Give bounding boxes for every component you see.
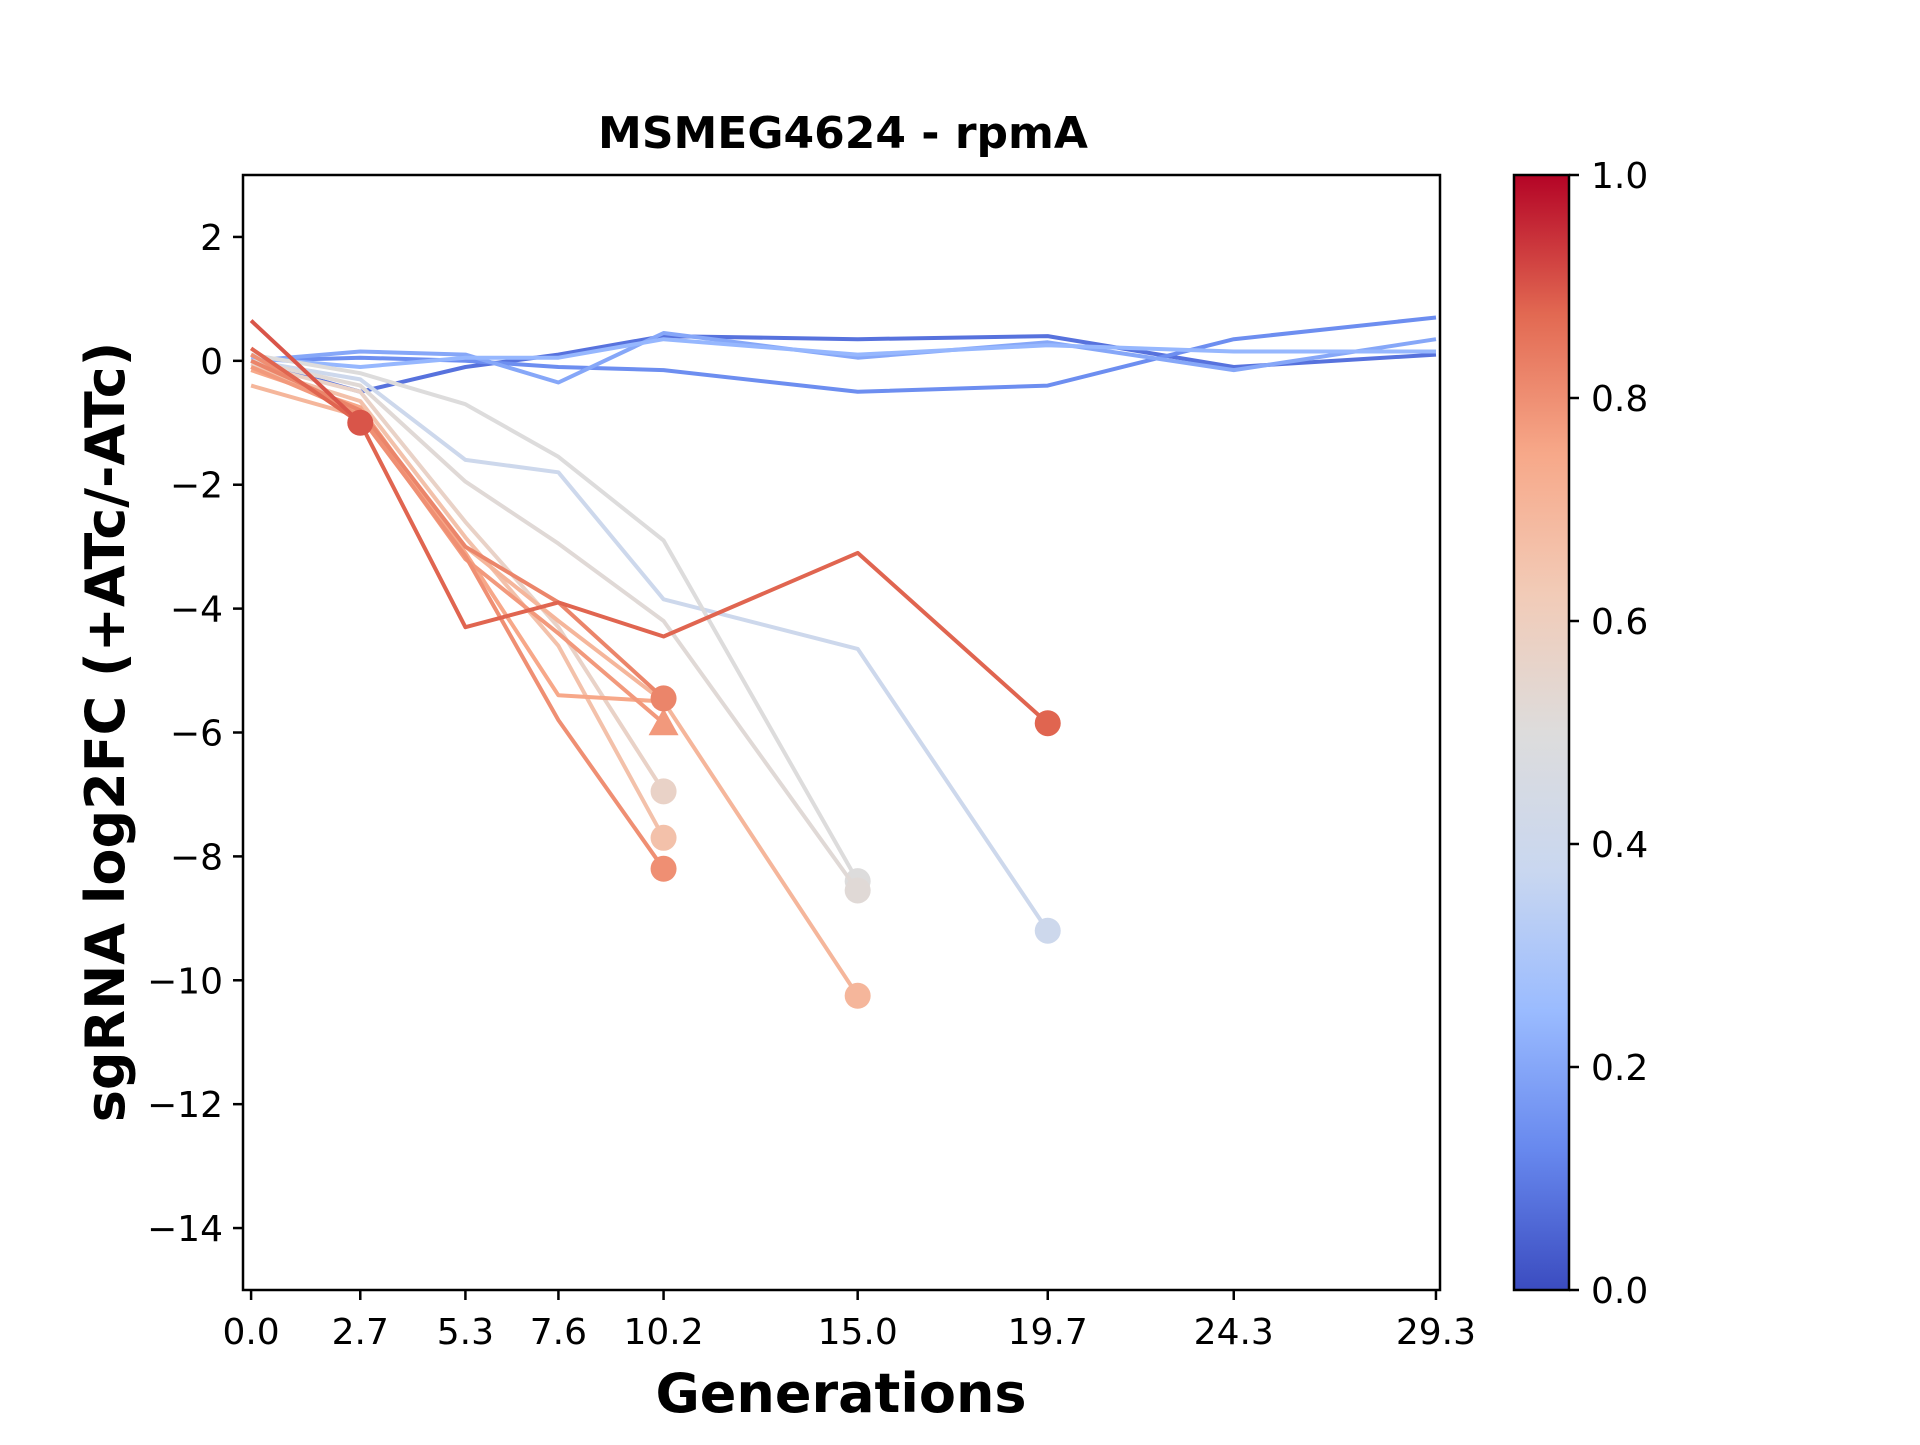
x-tick-label: 7.6 bbox=[530, 1312, 587, 1353]
series-line-4 bbox=[250, 337, 1436, 369]
y-axis-label: sgRNA log2FC (+ATc/-ATc) bbox=[74, 342, 137, 1123]
x-tick-label: 10.2 bbox=[623, 1312, 703, 1353]
colorbar-tick-label: 0.0 bbox=[1591, 1271, 1648, 1312]
series-end-marker-14 bbox=[650, 685, 677, 712]
x-tick-label: 24.3 bbox=[1194, 1312, 1274, 1353]
series-line-7 bbox=[250, 358, 860, 892]
y-tick-label: −10 bbox=[147, 961, 223, 1002]
colorbar: 0.0 0.2 0.4 0.6 0.8 1.0 bbox=[1512, 156, 1648, 1312]
series-end-marker-16 bbox=[347, 409, 374, 436]
chart-title: MSMEG4624 - rpmA bbox=[598, 108, 1088, 159]
series-end-marker-8 bbox=[650, 778, 677, 805]
x-axis: 0.0 2.7 5.3 7.6 10.2 15.0 19.7 24.3 29.3 bbox=[222, 1290, 1476, 1353]
y-tick-label: 2 bbox=[200, 218, 223, 259]
colorbar-tick-label: 0.4 bbox=[1591, 825, 1648, 866]
series-layer bbox=[249, 315, 1437, 1009]
x-tick-label: 5.3 bbox=[437, 1312, 494, 1353]
series-end-marker-10 bbox=[844, 982, 871, 1009]
colorbar-fill bbox=[1514, 175, 1569, 1290]
series-line-1 bbox=[250, 334, 1437, 394]
colorbar-tick-label: 0.2 bbox=[1591, 1048, 1648, 1089]
series-end-marker-15 bbox=[1034, 710, 1061, 737]
x-tick-label: 29.3 bbox=[1396, 1312, 1476, 1353]
series-line-14 bbox=[250, 358, 665, 700]
series-line-2 bbox=[251, 315, 1437, 394]
colorbar-tick-label: 1.0 bbox=[1591, 156, 1648, 197]
series-line-9 bbox=[250, 365, 666, 839]
series-end-marker-12 bbox=[648, 708, 679, 736]
x-tick-label: 0.0 bbox=[222, 1312, 279, 1353]
y-axis: 2 0 −2 −4 −6 −8 −10 −12 −14 bbox=[147, 218, 243, 1250]
colorbar-frame bbox=[1512, 173, 1571, 1292]
x-tick-label: 19.7 bbox=[1008, 1312, 1088, 1353]
series-end-marker-7 bbox=[844, 877, 871, 904]
y-tick-label: −8 bbox=[170, 837, 223, 878]
series-line-5 bbox=[250, 358, 1050, 932]
series-line-6 bbox=[250, 352, 860, 883]
colorbar-tick-label: 0.8 bbox=[1591, 379, 1648, 420]
y-tick-label: −4 bbox=[170, 590, 223, 631]
x-axis-label: Generations bbox=[655, 1362, 1026, 1425]
series-end-marker-9 bbox=[650, 824, 677, 851]
series-end-marker-13 bbox=[650, 855, 677, 882]
y-tick-label: −14 bbox=[147, 1209, 223, 1250]
series-line-8 bbox=[250, 361, 666, 793]
series-line-16 bbox=[249, 319, 362, 425]
series-end-marker-5 bbox=[1034, 917, 1061, 944]
x-tick-label: 2.7 bbox=[332, 1312, 389, 1353]
plot-frame bbox=[241, 173, 1442, 1292]
y-tick-label: −6 bbox=[170, 714, 223, 755]
y-tick-label: −2 bbox=[170, 466, 223, 507]
colorbar-ticks: 0.0 0.2 0.4 0.6 0.8 1.0 bbox=[1569, 156, 1648, 1312]
y-tick-label: 0 bbox=[200, 342, 223, 383]
y-tick-label: −12 bbox=[147, 1085, 223, 1126]
x-tick-label: 15.0 bbox=[818, 1312, 898, 1353]
series-line-3 bbox=[250, 331, 1437, 385]
colorbar-tick-label: 0.6 bbox=[1591, 602, 1648, 643]
